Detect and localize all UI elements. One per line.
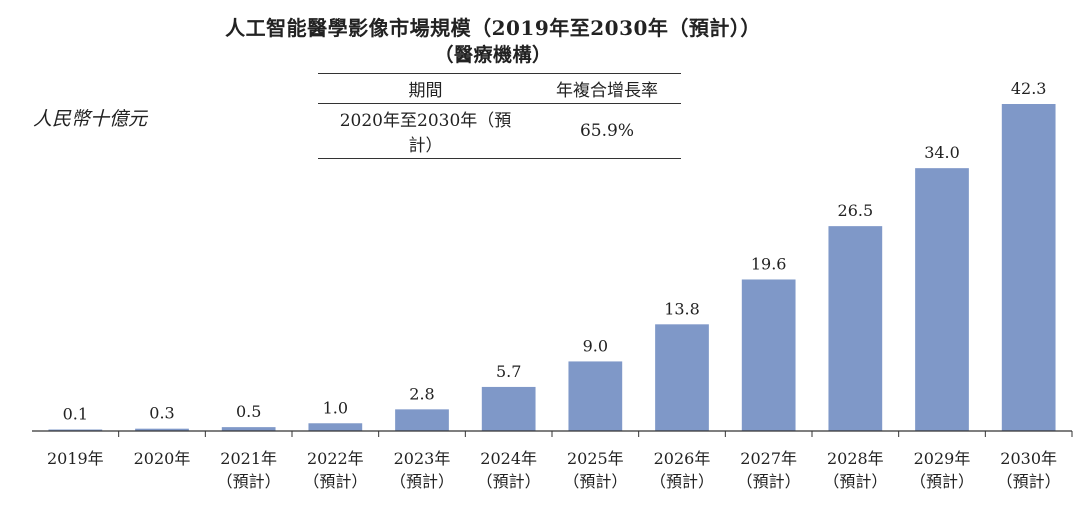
- bar: [481, 386, 536, 431]
- x-tick-note: （預計）: [910, 472, 974, 491]
- bar: [395, 409, 449, 431]
- data-label: 19.6: [751, 254, 787, 273]
- x-tick-label: 2028年: [827, 449, 884, 468]
- cagr-header-period: 期間: [408, 81, 443, 101]
- bar: [1001, 104, 1056, 431]
- cagr-table-header-row: 期間 年複合增長率: [318, 73, 681, 104]
- bar: [568, 361, 623, 431]
- cagr-table: 期間 年複合增長率 2020年至2030年（預計） 65.9%: [318, 73, 681, 159]
- x-tick-label: 2021年: [220, 449, 277, 468]
- x-tick-note: （預計）: [563, 472, 627, 491]
- bar: [308, 423, 363, 431]
- x-tick-note: （預計）: [477, 472, 541, 491]
- bar: [221, 427, 276, 431]
- data-label: 34.0: [924, 143, 960, 162]
- x-tick-label: 2030年: [1000, 449, 1057, 468]
- data-label: 0.5: [236, 402, 261, 421]
- data-label: 1.0: [323, 398, 348, 417]
- cagr-header-rate: 年複合增長率: [556, 81, 658, 101]
- x-tick-note: （預計）: [303, 472, 367, 491]
- x-tick-label: 2022年: [307, 449, 364, 468]
- x-tick-label: 2023年: [394, 449, 451, 468]
- x-tick-label: 2026年: [654, 449, 711, 468]
- data-label: 26.5: [838, 201, 874, 220]
- x-tick-note: （預計）: [217, 472, 281, 491]
- data-label: 13.8: [664, 299, 700, 318]
- data-label: 42.3: [1011, 79, 1047, 98]
- bar: [741, 279, 796, 431]
- data-label: 0.3: [149, 404, 174, 423]
- x-tick-label: 2029年: [914, 449, 971, 468]
- chart-title: 人工智能醫學影像市場規模（2019年至2030年（預計））: [225, 16, 761, 40]
- bar: [655, 324, 709, 431]
- bar: [828, 226, 883, 431]
- data-label: 5.7: [496, 362, 521, 381]
- x-tick-note: （預計）: [650, 472, 714, 491]
- data-label: 0.1: [63, 405, 88, 424]
- data-label: 9.0: [583, 336, 608, 355]
- x-tick-note: （預計）: [737, 472, 801, 491]
- x-tick-note: （預計）: [823, 472, 887, 491]
- cagr-period-value: 2020年至2030年（預計）: [339, 111, 512, 156]
- x-tick-note: （預計）: [390, 472, 454, 491]
- bar: [135, 428, 189, 431]
- x-tick-label: 2020年: [134, 449, 191, 468]
- bar: [48, 429, 103, 431]
- bar: [915, 168, 969, 431]
- cagr-rate-value: 65.9%: [579, 121, 634, 141]
- chart-subtitle: （醫療機構）: [434, 44, 552, 66]
- x-tick-label: 2019年: [47, 449, 104, 468]
- y-axis-unit-label: 人民幣十億元: [33, 108, 148, 130]
- x-tick-note: （預計）: [997, 472, 1061, 491]
- cagr-table-row: 2020年至2030年（預計） 65.9%: [318, 104, 681, 159]
- x-tick-label: 2027年: [740, 449, 797, 468]
- x-tick-label: 2025年: [567, 449, 624, 468]
- x-tick-label: 2024年: [480, 449, 537, 468]
- data-label: 2.8: [409, 384, 434, 403]
